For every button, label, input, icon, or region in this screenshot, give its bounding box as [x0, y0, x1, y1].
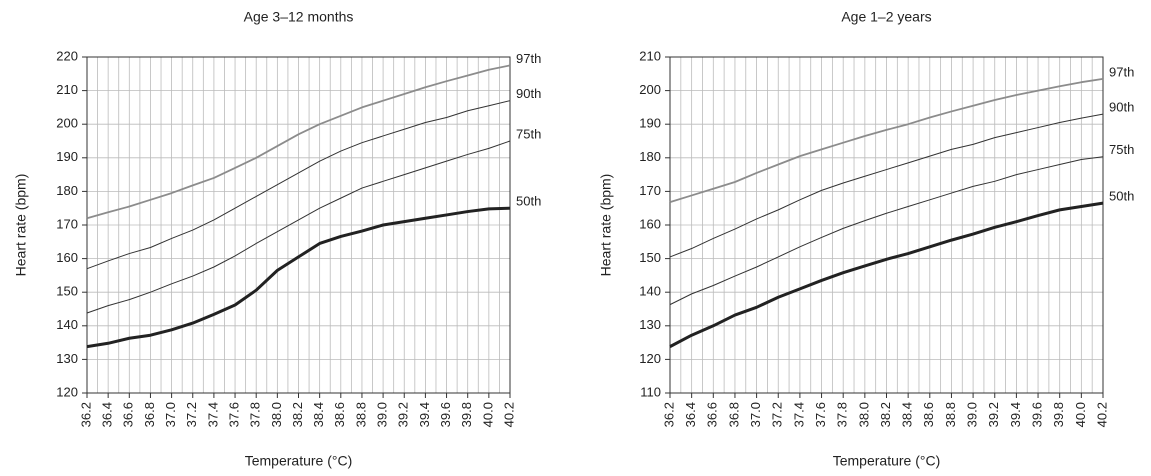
series-line — [86, 140, 511, 314]
x-tick-label: 39.0 — [375, 402, 390, 427]
series-label: 75th — [1109, 142, 1134, 157]
y-tick-label: 180 — [639, 149, 661, 164]
x-tick-label: 39.6 — [1029, 402, 1044, 427]
y-tick-label: 200 — [56, 116, 78, 131]
series-label: 50th — [1109, 189, 1134, 204]
x-tick-label: 39.2 — [986, 402, 1001, 427]
series-line — [669, 113, 1104, 258]
x-tick-label: 40.2 — [1094, 402, 1109, 427]
y-tick-label: 210 — [56, 82, 78, 97]
plot-frame — [669, 56, 1104, 394]
y-tick-label: 190 — [56, 149, 78, 164]
x-tick-label: 37.8 — [835, 402, 850, 427]
series-label: 50th — [516, 194, 541, 209]
y-tick-label: 130 — [639, 317, 661, 332]
y-tick-label: 180 — [56, 183, 78, 198]
y-tick-label: 130 — [56, 351, 78, 366]
x-tick-label: 40.0 — [1073, 402, 1088, 427]
x-tick-label: 37.6 — [813, 402, 828, 427]
series-label: 90th — [516, 86, 541, 101]
series-label: 90th — [1109, 100, 1134, 115]
series-line — [669, 77, 1104, 204]
y-tick-label: 190 — [639, 116, 661, 131]
series-label: 97th — [1109, 64, 1134, 79]
x-tick-label: 39.6 — [438, 402, 453, 427]
x-tick-label: 36.4 — [100, 402, 115, 427]
x-tick-label: 36.2 — [78, 402, 93, 427]
y-tick-label: 210 — [639, 48, 661, 63]
x-tick-label: 38.2 — [290, 402, 305, 427]
y-tick-label: 140 — [56, 317, 78, 332]
x-tick-label: 38.2 — [878, 402, 893, 427]
series-line — [86, 64, 511, 220]
series-label: 97th — [516, 51, 541, 66]
chart-title: Age 3–12 months — [244, 9, 354, 25]
x-axis-title: Temperature (°C) — [245, 453, 353, 469]
x-tick-label: 37.6 — [226, 402, 241, 427]
x-tick-label: 39.8 — [1051, 402, 1066, 427]
y-tick-label: 170 — [56, 216, 78, 231]
x-tick-label: 38.4 — [311, 402, 326, 427]
series-line — [86, 206, 511, 349]
y-tick-label: 120 — [56, 384, 78, 399]
x-tick-label: 36.6 — [121, 402, 136, 427]
series-line — [669, 156, 1104, 306]
x-tick-label: 36.2 — [661, 402, 676, 427]
x-tick-label: 38.8 — [353, 402, 368, 427]
x-tick-label: 39.8 — [459, 402, 474, 427]
x-tick-label: 39.0 — [965, 402, 980, 427]
x-tick-label: 37.2 — [770, 402, 785, 427]
x-tick-label: 36.6 — [705, 402, 720, 427]
y-tick-label: 140 — [639, 284, 661, 299]
x-tick-label: 40.2 — [501, 402, 516, 427]
y-tick-label: 150 — [56, 284, 78, 299]
x-tick-label: 36.4 — [683, 402, 698, 427]
y-axis-title: Heart rate (bpm) — [13, 174, 29, 277]
y-tick-label: 120 — [639, 351, 661, 366]
x-tick-label: 36.8 — [726, 402, 741, 427]
x-tick-label: 37.0 — [748, 402, 763, 427]
x-tick-label: 37.4 — [791, 402, 806, 427]
x-tick-label: 39.4 — [1008, 402, 1023, 427]
chart-title: Age 1–2 years — [841, 9, 931, 25]
x-tick-label: 37.0 — [163, 402, 178, 427]
x-tick-label: 37.2 — [184, 402, 199, 427]
x-tick-label: 38.0 — [269, 402, 284, 427]
y-tick-label: 150 — [639, 250, 661, 265]
x-tick-label: 38.0 — [856, 402, 871, 427]
x-tick-label: 38.6 — [332, 402, 347, 427]
plot-frame — [86, 56, 511, 394]
x-tick-label: 40.0 — [480, 402, 495, 427]
x-tick-label: 37.8 — [248, 402, 263, 427]
x-tick-label: 37.4 — [205, 402, 220, 427]
y-axis-title: Heart rate (bpm) — [598, 174, 614, 277]
x-tick-label: 39.2 — [396, 402, 411, 427]
x-tick-label: 36.8 — [142, 402, 157, 427]
x-tick-label: 38.8 — [943, 402, 958, 427]
y-tick-label: 220 — [56, 48, 78, 63]
y-tick-label: 160 — [639, 216, 661, 231]
y-tick-label: 110 — [640, 384, 661, 399]
x-axis-title: Temperature (°C) — [833, 453, 941, 469]
y-tick-label: 170 — [639, 183, 661, 198]
x-tick-label: 38.4 — [900, 402, 915, 427]
series-label: 75th — [516, 126, 541, 141]
series-line — [86, 100, 511, 270]
x-tick-label: 39.4 — [417, 402, 432, 427]
y-tick-label: 200 — [639, 82, 661, 97]
series-line — [669, 201, 1104, 348]
x-tick-label: 38.6 — [921, 402, 936, 427]
y-tick-label: 160 — [56, 250, 78, 265]
